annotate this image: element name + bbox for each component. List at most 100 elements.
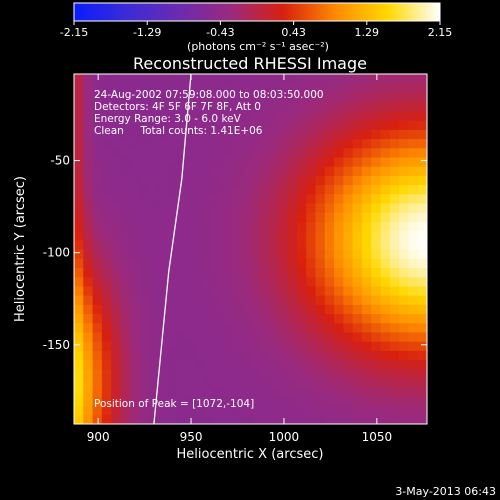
heatmap-cell bbox=[306, 313, 317, 324]
heatmap-cell bbox=[213, 156, 224, 167]
heatmap-cell bbox=[222, 295, 233, 305]
heatmap-cell bbox=[278, 239, 289, 250]
heatmap-cell bbox=[241, 331, 252, 342]
heatmap-cell bbox=[296, 387, 307, 397]
heatmap-cell bbox=[269, 387, 279, 397]
heatmap-cell bbox=[120, 230, 131, 241]
heatmap-cell bbox=[129, 387, 140, 397]
heatmap-cell bbox=[334, 239, 344, 250]
annotation-time: 24-Aug-2002 07:59:08.000 to 08:03:50.000 bbox=[94, 89, 324, 101]
heatmap-cell bbox=[139, 313, 149, 324]
heatmap-cell bbox=[111, 221, 122, 232]
heatmap-cell bbox=[371, 285, 382, 296]
heatmap-cell bbox=[380, 322, 391, 333]
heatmap-cell bbox=[222, 322, 233, 333]
heatmap-cell bbox=[278, 166, 289, 176]
heatmap-cell bbox=[399, 101, 410, 112]
heatmap-cell bbox=[74, 147, 84, 158]
heatmap-cell bbox=[389, 414, 400, 424]
heatmap-cell bbox=[296, 129, 307, 140]
heatmap-cell bbox=[111, 138, 122, 149]
heatmap-cell bbox=[417, 359, 427, 370]
heatmap-cell bbox=[278, 184, 289, 195]
colorbar-tick-label: 2.15 bbox=[428, 26, 453, 39]
heatmap-cell bbox=[352, 230, 363, 241]
heatmap-cell bbox=[296, 304, 307, 315]
heatmap-cell bbox=[129, 110, 140, 121]
heatmap-cell bbox=[83, 202, 94, 213]
heatmap-cell bbox=[185, 249, 196, 259]
heatmap-cell bbox=[324, 341, 335, 351]
heatmap-cell bbox=[371, 110, 382, 121]
heatmap-cell bbox=[315, 147, 326, 158]
heatmap-cell bbox=[296, 202, 307, 213]
heatmap-cell bbox=[361, 387, 372, 397]
heatmap-cell bbox=[324, 101, 335, 112]
heatmap-cell bbox=[315, 350, 326, 361]
heatmap-cell bbox=[176, 212, 187, 222]
heatmap-cell bbox=[120, 258, 131, 269]
heatmap-cell bbox=[213, 175, 224, 186]
heatmap-cell bbox=[204, 101, 214, 112]
heatmap-cell bbox=[417, 202, 427, 213]
heatmap-cell bbox=[269, 258, 279, 269]
heatmap-cell bbox=[296, 138, 307, 149]
heatmap-cell bbox=[408, 396, 419, 407]
heatmap-cell bbox=[185, 212, 196, 222]
heatmap-cell bbox=[241, 166, 252, 176]
heatmap-cell bbox=[278, 120, 289, 130]
heatmap-cell bbox=[269, 331, 279, 342]
heatmap-cell bbox=[101, 267, 112, 278]
heatmap-cell bbox=[185, 129, 196, 140]
heatmap-cell bbox=[176, 267, 187, 278]
heatmap-cell bbox=[213, 405, 224, 416]
heatmap-cell bbox=[83, 184, 94, 195]
heatmap-cell bbox=[241, 175, 252, 186]
heatmap-cell bbox=[129, 221, 140, 232]
heatmap-cell bbox=[259, 74, 270, 84]
heatmap-cell bbox=[194, 341, 205, 351]
heatmap-cell bbox=[324, 331, 335, 342]
heatmap-cell bbox=[334, 175, 344, 186]
heatmap-cell bbox=[213, 322, 224, 333]
heatmap-cell bbox=[194, 258, 205, 269]
heatmap-cell bbox=[74, 368, 84, 379]
heatmap-cell bbox=[194, 276, 205, 287]
heatmap-cell bbox=[259, 396, 270, 407]
heatmap-cell bbox=[204, 331, 214, 342]
heatmap-cell bbox=[352, 239, 363, 250]
heatmap-cell bbox=[408, 295, 419, 305]
heatmap-cell bbox=[92, 230, 103, 241]
heatmap-cell bbox=[166, 120, 177, 130]
heatmap-cell bbox=[389, 212, 400, 222]
heatmap-cell bbox=[361, 276, 372, 287]
heatmap-cell bbox=[241, 387, 252, 397]
heatmap-cell bbox=[259, 295, 270, 305]
heatmap-cell bbox=[148, 147, 159, 158]
heatmap-cell bbox=[176, 83, 187, 94]
heatmap-cell bbox=[399, 147, 410, 158]
heatmap-cell bbox=[250, 276, 261, 287]
heatmap-cell bbox=[231, 276, 242, 287]
heatmap-cell bbox=[74, 295, 84, 305]
heatmap-cell bbox=[408, 120, 419, 130]
heatmap-cell bbox=[287, 341, 298, 351]
heatmap-cell bbox=[176, 377, 187, 388]
heatmap-cell bbox=[194, 313, 205, 324]
heatmap-cell bbox=[380, 230, 391, 241]
heatmap-cell bbox=[101, 166, 112, 176]
heatmap-cell bbox=[380, 184, 391, 195]
heatmap-cell bbox=[241, 202, 252, 213]
heatmap-cell bbox=[92, 322, 103, 333]
heatmap-cell bbox=[352, 276, 363, 287]
heatmap-cell bbox=[166, 331, 177, 342]
heatmap-cell bbox=[120, 331, 131, 342]
heatmap-cell bbox=[306, 120, 317, 130]
heatmap-cell bbox=[101, 221, 112, 232]
heatmap-cell bbox=[417, 230, 427, 241]
heatmap-cell bbox=[166, 101, 177, 112]
heatmap-cell bbox=[296, 267, 307, 278]
heatmap-cell bbox=[120, 193, 131, 204]
heatmap-cell bbox=[204, 202, 214, 213]
heatmap-cell bbox=[315, 166, 326, 176]
